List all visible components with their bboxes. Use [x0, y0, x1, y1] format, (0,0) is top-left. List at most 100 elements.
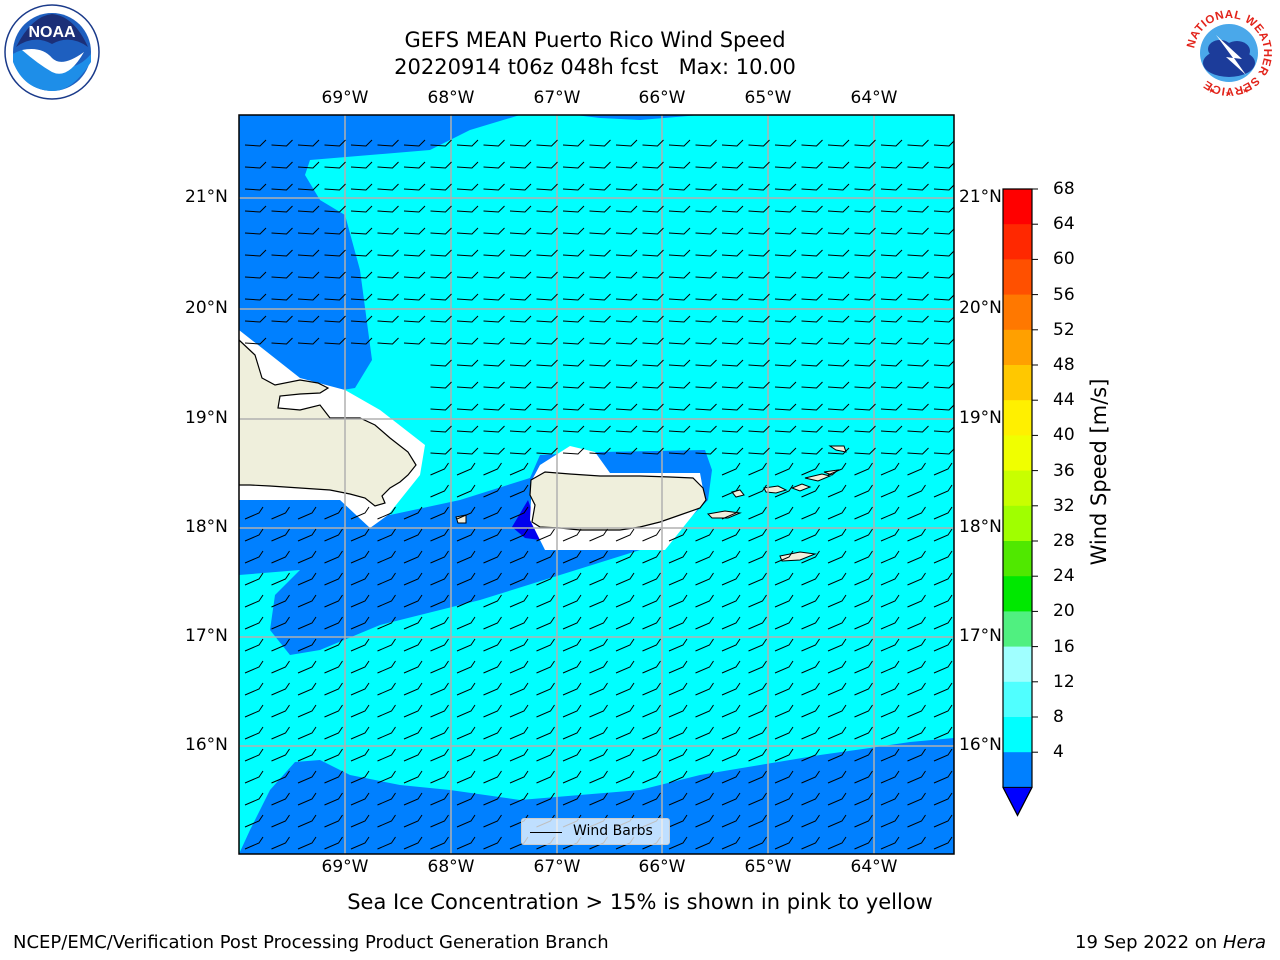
map-title: GEFS MEAN Puerto Rico Wind Speed [404, 28, 786, 52]
wind-barb [509, 550, 529, 564]
wind-barb [801, 183, 823, 191]
wind-barb [244, 293, 267, 301]
wind-barb [880, 682, 900, 696]
wind-barb [615, 271, 638, 279]
wind-barb [907, 161, 929, 169]
wind-barb [589, 271, 611, 279]
wind-barb [324, 792, 343, 806]
wind-barb [695, 550, 714, 564]
wind-barb [668, 704, 688, 718]
wind-barb [854, 660, 873, 674]
wind-barb [907, 249, 929, 257]
longitude-label-top: 65°W [744, 88, 792, 108]
wind-barb [854, 792, 873, 806]
wind-barb [297, 770, 317, 784]
longitude-label-bottom: 67°W [533, 857, 581, 877]
wind-barb [668, 425, 691, 433]
wind-barb [907, 616, 926, 630]
wind-barb [324, 660, 343, 674]
wind-barb [483, 484, 502, 498]
wind-barb [933, 162, 954, 169]
wind-barb [801, 161, 823, 169]
wind-barb [244, 506, 264, 520]
wind-barb [536, 205, 558, 213]
wind-barb [271, 528, 290, 542]
wind-barb [907, 205, 929, 213]
wind-barb [748, 205, 770, 213]
wind-barb [430, 616, 449, 630]
wind-barb [271, 814, 290, 828]
wind-barb [933, 294, 954, 301]
wind-barb [668, 315, 691, 323]
wind-barb [456, 770, 476, 784]
wind-barb [907, 484, 926, 498]
wind-barb [907, 682, 926, 696]
wind-barb [562, 528, 582, 542]
wind-barb [774, 139, 797, 147]
latitude-label-left: 21°N [185, 187, 228, 207]
wind-barb [456, 183, 479, 191]
svg-text:NOAA: NOAA [28, 24, 76, 41]
wind-barb [430, 792, 449, 806]
wind-barb [456, 726, 476, 740]
wind-barb [695, 139, 717, 147]
wind-barb [271, 315, 293, 323]
latitude-label-left: 17°N [185, 626, 228, 646]
wind-barb [297, 726, 317, 740]
wind-barb [854, 462, 873, 476]
wind-barb [430, 484, 449, 498]
wind-barb [854, 249, 876, 257]
wind-barb [297, 205, 320, 213]
wind-barb [668, 183, 691, 191]
wind-barb [562, 161, 585, 169]
wind-barb [907, 594, 926, 608]
wind-barb [695, 594, 714, 608]
wind-barb [456, 792, 476, 806]
wind-barb [933, 660, 953, 674]
wind-barb [483, 227, 505, 235]
wind-barb [350, 660, 370, 674]
map-frame [238, 114, 955, 855]
wind-barb [536, 139, 558, 147]
wind-barb [880, 638, 900, 652]
longitude-label-bottom: 65°W [744, 857, 792, 877]
wind-barb [668, 550, 688, 564]
wind-barb [827, 792, 847, 806]
wind-barb [324, 726, 343, 740]
wind-barb-legend-line [530, 832, 562, 833]
wind-barb [748, 572, 767, 586]
wind-barb [801, 447, 823, 455]
wind-barb [721, 572, 741, 586]
wind-barb [615, 616, 635, 630]
wind-barb [562, 704, 582, 718]
wind-barb [589, 183, 611, 191]
wind-barb [907, 425, 929, 433]
wind-barb [430, 315, 452, 323]
wind-barb [297, 682, 317, 696]
wind-barb [589, 315, 611, 323]
wind-barb [854, 572, 873, 586]
wind-barb [748, 814, 767, 828]
wind-barb [483, 381, 505, 389]
wind-barb [589, 748, 608, 762]
wind-barb [483, 792, 502, 806]
wind-barb [562, 381, 585, 389]
wind-barb [801, 506, 820, 520]
colorbar-segment [1003, 646, 1032, 683]
footer-credit: NCEP/EMC/Verification Post Processing Pr… [13, 932, 609, 953]
wind-barb [536, 726, 555, 740]
wind-barb [324, 748, 343, 762]
wind-barb [695, 381, 717, 389]
wind-barb [695, 249, 717, 257]
wind-barb [271, 594, 290, 608]
wind-barb [774, 484, 794, 498]
wind-barb [907, 814, 926, 828]
wind-barb [324, 550, 343, 564]
wind-barb [589, 616, 608, 630]
wind-barb [880, 462, 900, 476]
wind-barb [483, 572, 502, 586]
wind-barb [297, 594, 317, 608]
wind-barb [721, 293, 744, 301]
wind-barb [827, 227, 850, 235]
wind-barb [721, 682, 741, 696]
